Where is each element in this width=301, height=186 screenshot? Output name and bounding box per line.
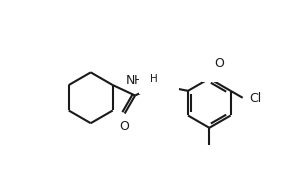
Text: Cl: Cl — [250, 92, 262, 105]
Text: H: H — [150, 74, 158, 84]
Text: O: O — [119, 120, 129, 133]
Text: NH$_2$: NH$_2$ — [125, 74, 150, 89]
Text: N: N — [157, 78, 166, 92]
Text: O: O — [214, 57, 224, 70]
